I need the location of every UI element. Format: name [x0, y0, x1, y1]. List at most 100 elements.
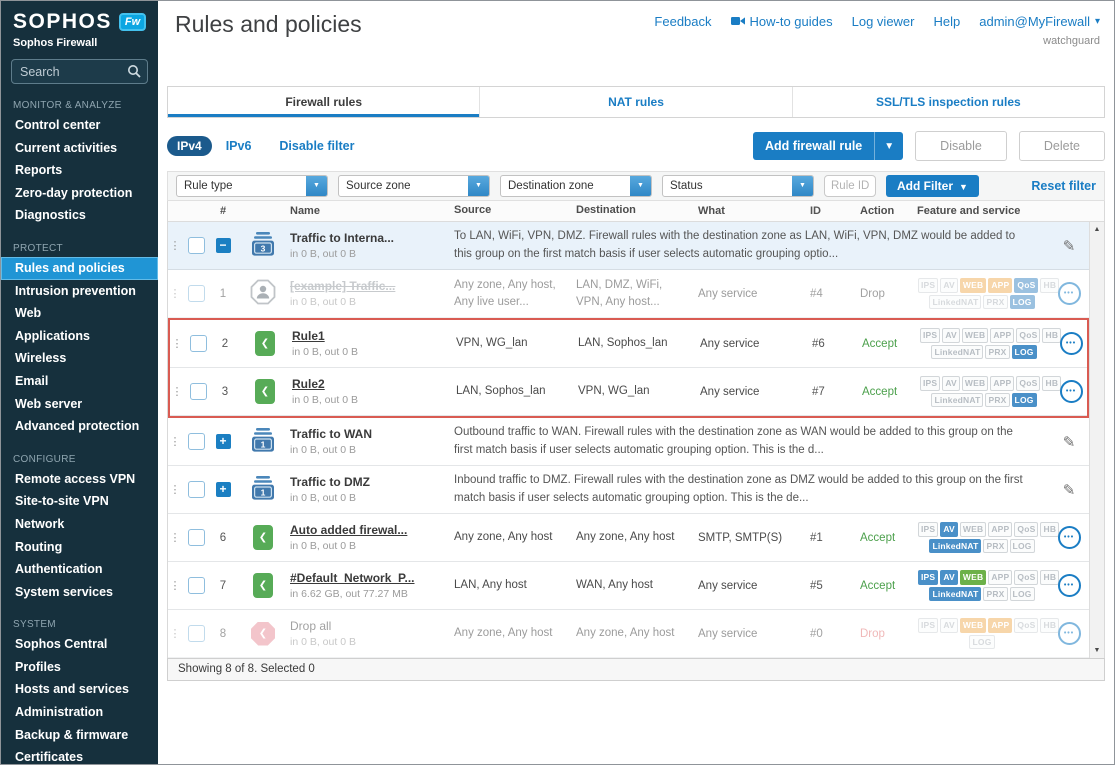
- sidebar-item-sophos-central[interactable]: Sophos Central: [15, 637, 108, 652]
- reset-filter-link[interactable]: Reset filter: [1031, 179, 1096, 193]
- log-viewer-link[interactable]: Log viewer: [851, 14, 915, 29]
- more-actions-icon[interactable]: •••: [1059, 332, 1083, 355]
- row-checkbox[interactable]: [187, 625, 205, 642]
- sidebar-item-backup-firmware[interactable]: Backup & firmware: [15, 727, 129, 742]
- rule-type-select[interactable]: Rule type ▼: [176, 175, 328, 197]
- sidebar-item-profiles[interactable]: Profiles: [15, 659, 61, 674]
- more-actions-icon[interactable]: •••: [1057, 574, 1081, 597]
- edit-icon[interactable]: ✎: [1062, 481, 1076, 499]
- rule-row[interactable]: ⋮ 3 ❮ Rule2 in 0 B, out 0 B LAN, Sophos_lan VP…: [170, 368, 1087, 416]
- rule-id-input[interactable]: [824, 175, 876, 197]
- sidebar-item-routing[interactable]: Routing: [15, 539, 63, 554]
- rule-row[interactable]: ⋮ 7 ❮ #Default_Network_P... in 6.62 GB, out …: [168, 562, 1089, 610]
- search-input[interactable]: [11, 59, 148, 84]
- sidebar-item-control-center[interactable]: Control center: [15, 118, 101, 132]
- sidebar-item-certificates[interactable]: Certificates: [15, 750, 84, 764]
- row-checkbox[interactable]: [187, 481, 205, 498]
- sidebar-item-hosts-and-services[interactable]: Hosts and services: [15, 682, 129, 697]
- status-select[interactable]: Status ▼: [662, 175, 814, 197]
- expand-group-button[interactable]: +: [215, 482, 231, 497]
- sidebar-item-network[interactable]: Network: [15, 516, 65, 531]
- more-actions-icon[interactable]: •••: [1057, 526, 1081, 549]
- feedback-link[interactable]: Feedback: [654, 14, 712, 29]
- row-checkbox[interactable]: [187, 285, 205, 302]
- drag-handle-icon[interactable]: ⋮: [171, 386, 183, 398]
- rule-name[interactable]: Traffic to WAN: [290, 427, 373, 441]
- sidebar-item-site-to-site-vpn[interactable]: Site-to-site VPN: [15, 494, 109, 509]
- sidebar-item-current-activities[interactable]: Current activities: [15, 140, 118, 155]
- product-name: Sophos Firewall: [13, 37, 98, 49]
- source-zone-select[interactable]: Source zone ▼: [338, 175, 490, 197]
- help-link[interactable]: Help: [933, 14, 961, 29]
- drag-handle-icon[interactable]: ⋮: [169, 580, 181, 592]
- sidebar-item-web-server[interactable]: Web server: [15, 396, 83, 411]
- rule-name[interactable]: Rule2: [292, 377, 325, 391]
- sidebar-item-authentication[interactable]: Authentication: [15, 562, 103, 577]
- scroll-down-icon[interactable]: ▼: [1093, 647, 1101, 654]
- row-checkbox[interactable]: [187, 529, 205, 546]
- edit-icon[interactable]: ✎: [1062, 237, 1076, 255]
- sidebar-item-zero-day-protection[interactable]: Zero-day protection: [15, 185, 133, 200]
- edit-icon[interactable]: ✎: [1062, 433, 1076, 451]
- rule-name[interactable]: Traffic to Interna...: [290, 231, 395, 245]
- row-checkbox[interactable]: [187, 433, 205, 450]
- group-row[interactable]: ⋮ − 3 Traffic to Interna... in 0 B, out 0 B T…: [168, 222, 1089, 270]
- destination-zone-select[interactable]: Destination zone ▼: [500, 175, 652, 197]
- drag-handle-icon[interactable]: ⋮: [169, 484, 181, 496]
- sidebar-item-diagnostics[interactable]: Diagnostics: [15, 208, 86, 223]
- sidebar-item-intrusion-prevention[interactable]: Intrusion prevention: [15, 283, 136, 298]
- row-checkbox[interactable]: [187, 237, 205, 254]
- group-row[interactable]: ⋮ +1 Traffic to WAN in 0 B, out 0 B Outbound…: [168, 418, 1089, 466]
- sidebar-item-applications[interactable]: Applications: [15, 328, 91, 343]
- sidebar-item-web[interactable]: Web: [15, 306, 42, 321]
- row-checkbox[interactable]: [187, 577, 205, 594]
- sidebar-item-remote-access-vpn[interactable]: Remote access VPN: [15, 471, 136, 486]
- scroll-up-icon[interactable]: ▲: [1093, 226, 1101, 233]
- collapse-group-button[interactable]: −: [215, 238, 231, 253]
- tab-ssl-tls-inspection-rules[interactable]: SSL/TLS inspection rules: [791, 87, 1104, 117]
- rule-row[interactable]: ⋮ 2 ❮ Rule1 in 0 B, out 0 B VPN, WG_lan LAN, S…: [170, 320, 1087, 368]
- delete-button[interactable]: Delete: [1018, 131, 1105, 161]
- rule-row[interactable]: ⋮ 8 ❮ Drop all in 0 B, out 0 B Any zone, Any …: [168, 610, 1089, 658]
- drag-handle-icon[interactable]: ⋮: [169, 240, 181, 252]
- expand-group-button[interactable]: +: [215, 434, 231, 449]
- tab-firewall-rules[interactable]: Firewall rules: [168, 87, 479, 117]
- sidebar-item-system-services[interactable]: System services: [15, 584, 113, 599]
- disable-button[interactable]: Disable: [915, 131, 1007, 161]
- more-actions-icon[interactable]: •••: [1057, 622, 1081, 645]
- rule-name[interactable]: [example] Traffic...: [290, 279, 396, 293]
- vertical-scrollbar[interactable]: ▲ ▼: [1089, 222, 1104, 658]
- row-checkbox[interactable]: [189, 383, 207, 400]
- more-actions-icon[interactable]: •••: [1059, 380, 1083, 403]
- rule-name[interactable]: Auto added firewal...: [290, 523, 408, 537]
- user-menu[interactable]: admin@MyFirewall ▾: [979, 14, 1100, 29]
- tab-nat-rules[interactable]: NAT rules: [479, 87, 791, 117]
- rule-row[interactable]: ⋮ 6 ❮ Auto added firewal... in 0 B, out 0 B A…: [168, 514, 1089, 562]
- sidebar-item-administration[interactable]: Administration: [15, 705, 104, 720]
- drag-handle-icon[interactable]: ⋮: [171, 338, 183, 350]
- sidebar-item-rules-and-policies[interactable]: Rules and policies: [1, 256, 158, 280]
- row-checkbox[interactable]: [189, 335, 207, 352]
- rule-name[interactable]: #Default_Network_P...: [290, 571, 415, 585]
- add-filter-button[interactable]: Add Filter ▼: [886, 175, 979, 197]
- sidebar-item-wireless[interactable]: Wireless: [15, 351, 67, 366]
- chevron-down-icon[interactable]: ▼: [874, 132, 903, 160]
- sidebar-item-email[interactable]: Email: [15, 373, 49, 388]
- ipv4-toggle[interactable]: IPv4: [167, 136, 212, 156]
- rule-name[interactable]: Drop all: [290, 619, 332, 633]
- drag-handle-icon[interactable]: ⋮: [169, 628, 181, 640]
- add-firewall-rule-button[interactable]: Add firewall rule ▼: [753, 132, 904, 160]
- howto-guides-link[interactable]: How-to guides: [730, 14, 833, 29]
- group-row[interactable]: ⋮ +1 Traffic to DMZ in 0 B, out 0 B Inbound …: [168, 466, 1089, 514]
- disable-filter-link[interactable]: Disable filter: [279, 139, 355, 153]
- ipv6-toggle[interactable]: IPv6: [225, 139, 252, 153]
- rule-name[interactable]: Rule1: [292, 329, 325, 343]
- drag-handle-icon[interactable]: ⋮: [169, 436, 181, 448]
- rule-row[interactable]: ⋮ 1 [example] Traffic... in 0 B, out 0 B Any…: [168, 270, 1089, 318]
- drag-handle-icon[interactable]: ⋮: [169, 532, 181, 544]
- drag-handle-icon[interactable]: ⋮: [169, 288, 181, 300]
- rule-name[interactable]: Traffic to DMZ: [290, 475, 370, 489]
- sidebar-item-reports[interactable]: Reports: [15, 163, 63, 178]
- more-actions-icon[interactable]: •••: [1057, 282, 1081, 305]
- sidebar-item-advanced-protection[interactable]: Advanced protection: [15, 419, 140, 434]
